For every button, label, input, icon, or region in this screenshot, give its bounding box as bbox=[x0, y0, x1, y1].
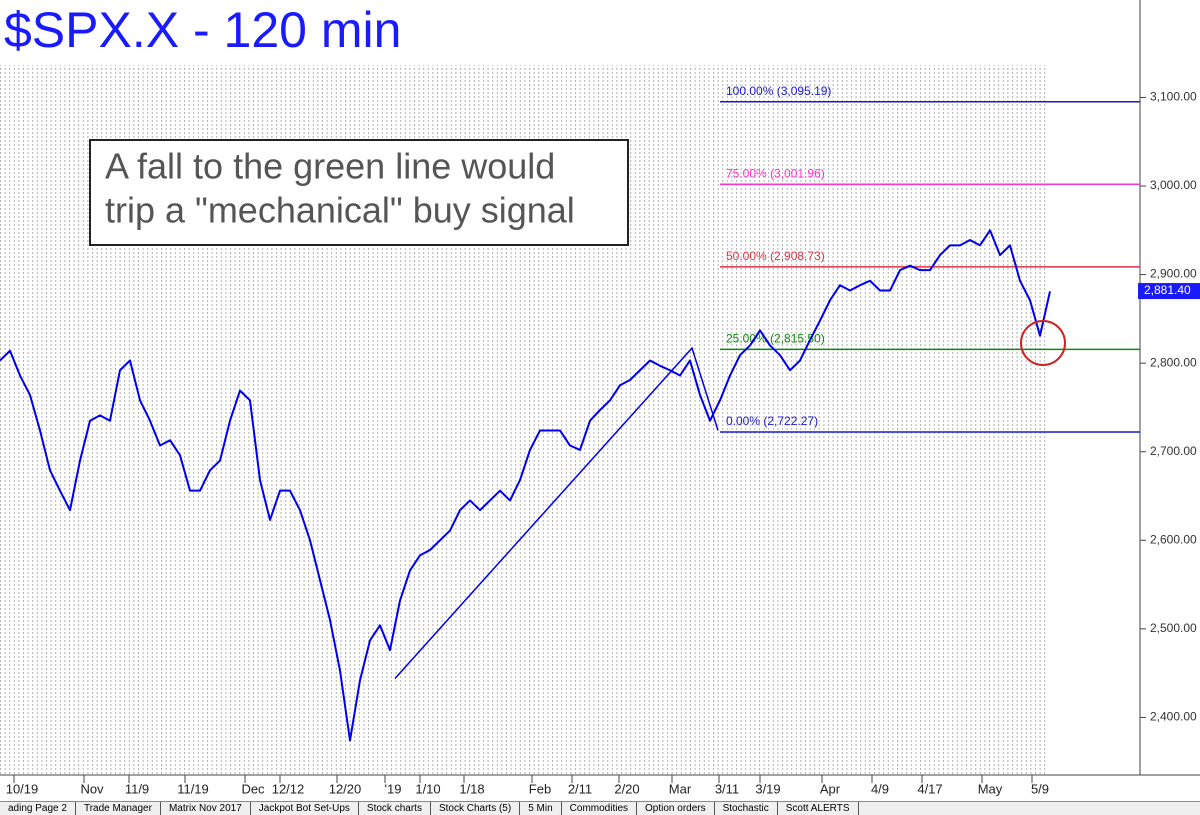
x-tick-label: Feb bbox=[529, 781, 551, 796]
x-tick-label: 11/19 bbox=[177, 781, 209, 796]
y-tick-label: 2,900.00 bbox=[1150, 267, 1197, 281]
tab[interactable]: Stock charts bbox=[359, 802, 431, 815]
tab[interactable]: Stochastic bbox=[715, 802, 778, 815]
tab[interactable]: ading Page 2 bbox=[0, 802, 76, 815]
annotation: A fall to the green line would bbox=[105, 146, 555, 187]
x-tick-label: 11/9 bbox=[125, 781, 149, 796]
tab-bar: ading Page 2 Trade Manager Matrix Nov 2017… bbox=[0, 801, 1200, 815]
last-price-label: 2,881.40 bbox=[1144, 283, 1191, 297]
x-tick-label: 5/9 bbox=[1031, 781, 1049, 796]
tab[interactable]: 5 Min bbox=[520, 802, 562, 815]
annotation: trip a "mechanical" buy signal bbox=[105, 190, 575, 231]
trendline bbox=[394, 346, 719, 679]
x-tick-label: 12/20 bbox=[329, 781, 362, 796]
y-tick-label: 3,000.00 bbox=[1150, 178, 1197, 192]
x-tick-label: Dec bbox=[241, 781, 265, 796]
price-line bbox=[0, 229, 1051, 742]
x-tick-label: 4/17 bbox=[917, 781, 942, 796]
x-tick-label: May bbox=[978, 781, 1003, 796]
x-tick-label: 2/20 bbox=[614, 781, 639, 796]
x-tick-label: 1/10 bbox=[415, 781, 440, 796]
x-tick-label: 10/19 bbox=[6, 781, 39, 796]
fib-label: 0.00% (2,722.27) bbox=[726, 414, 818, 428]
chart-title: $SPX.X - 120 min bbox=[4, 2, 401, 58]
y-tick-label: 2,700.00 bbox=[1150, 444, 1197, 458]
x-tick-label: 3/19 bbox=[755, 781, 780, 796]
x-tick-label: 2/11 bbox=[568, 781, 592, 796]
tab[interactable]: Trade Manager bbox=[76, 802, 161, 815]
x-tick-label: 1/18 bbox=[459, 781, 484, 796]
fib-label: 100.00% (3,095.19) bbox=[726, 84, 831, 98]
fib-label: 25.00% (2,815.50) bbox=[726, 332, 825, 346]
x-tick-label: '19 bbox=[385, 781, 402, 796]
tab[interactable]: Matrix Nov 2017 bbox=[161, 802, 251, 815]
x-tick-label: 12/12 bbox=[272, 781, 305, 796]
x-tick-label: 3/11 bbox=[715, 781, 739, 796]
y-tick-label: 2,400.00 bbox=[1150, 710, 1197, 724]
fib-label: 75.00% (3,001.96) bbox=[726, 166, 825, 180]
tab[interactable]: Option orders bbox=[637, 802, 715, 815]
y-tick-label: 2,600.00 bbox=[1150, 532, 1197, 546]
annotation-box bbox=[89, 139, 629, 246]
tab[interactable]: Stock Charts (5) bbox=[431, 802, 521, 815]
tab[interactable]: Commodities bbox=[562, 802, 638, 815]
highlight-circle bbox=[1020, 320, 1066, 366]
last-price-box bbox=[1138, 283, 1200, 300]
y-tick-label: 3,100.00 bbox=[1150, 90, 1197, 104]
y-tick-label: 2,800.00 bbox=[1150, 355, 1197, 369]
x-tick-label: Apr bbox=[820, 781, 841, 796]
x-tick-label: 4/9 bbox=[871, 781, 889, 796]
tab[interactable]: Scott ALERTS bbox=[778, 802, 859, 815]
fib-label: 50.00% (2,908.73) bbox=[726, 249, 825, 263]
y-tick-label: 2,500.00 bbox=[1150, 621, 1197, 635]
x-tick-label: Mar bbox=[669, 781, 692, 796]
x-tick-label: Nov bbox=[80, 781, 104, 796]
tab[interactable]: Jackpot Bot Set-Ups bbox=[251, 802, 359, 815]
